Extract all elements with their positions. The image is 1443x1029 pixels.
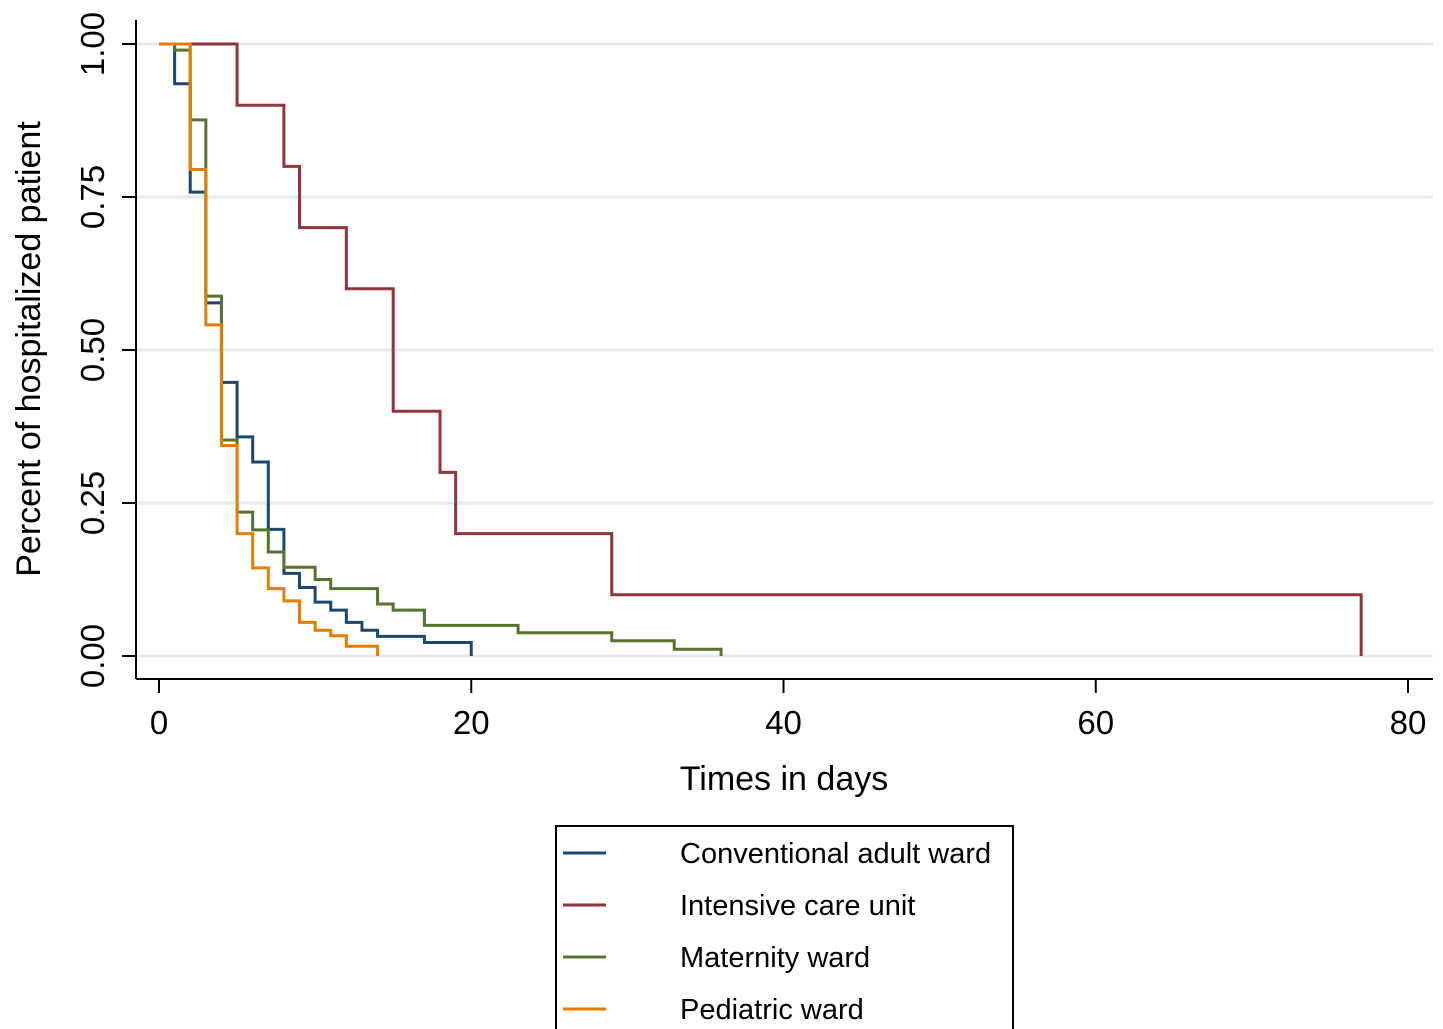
y-axis-title: Percent of hospitalized patient (10, 121, 48, 577)
series-line-pediatric-ward (159, 42, 380, 656)
ticks: 0.00 0.25 0.50 0.75 1.00 0 20 40 60 80 (74, 12, 1426, 741)
x-tick-label: 60 (1077, 704, 1114, 741)
legend-label-maternity-ward: Maternity ward (680, 942, 870, 974)
x-tick-label: 20 (453, 704, 490, 741)
x-tick-label: 80 (1390, 704, 1427, 741)
gridlines (137, 42, 1433, 658)
y-tick-label: 1.00 (74, 12, 111, 76)
x-axis-title: Times in days (680, 760, 888, 798)
x-tick-label: 0 (150, 704, 168, 741)
series-line-intensive-care-unit (159, 42, 1363, 656)
y-tick-label: 0.50 (74, 318, 111, 382)
legend-label-intensive-care-unit: Intensive care unit (680, 890, 915, 922)
legend-label-pediatric-ward: Pediatric ward (680, 994, 864, 1026)
y-tick-label: 0.00 (74, 624, 111, 688)
series-lines (159, 42, 1363, 656)
legend: Conventional adult ward Intensive care un… (555, 825, 1014, 1029)
legend-label-conventional-adult-ward: Conventional adult ward (680, 838, 991, 870)
y-tick-label: 0.75 (74, 165, 111, 229)
x-tick-label: 40 (765, 704, 802, 741)
y-tick-label: 0.25 (74, 471, 111, 535)
legend-box (555, 825, 1014, 1029)
